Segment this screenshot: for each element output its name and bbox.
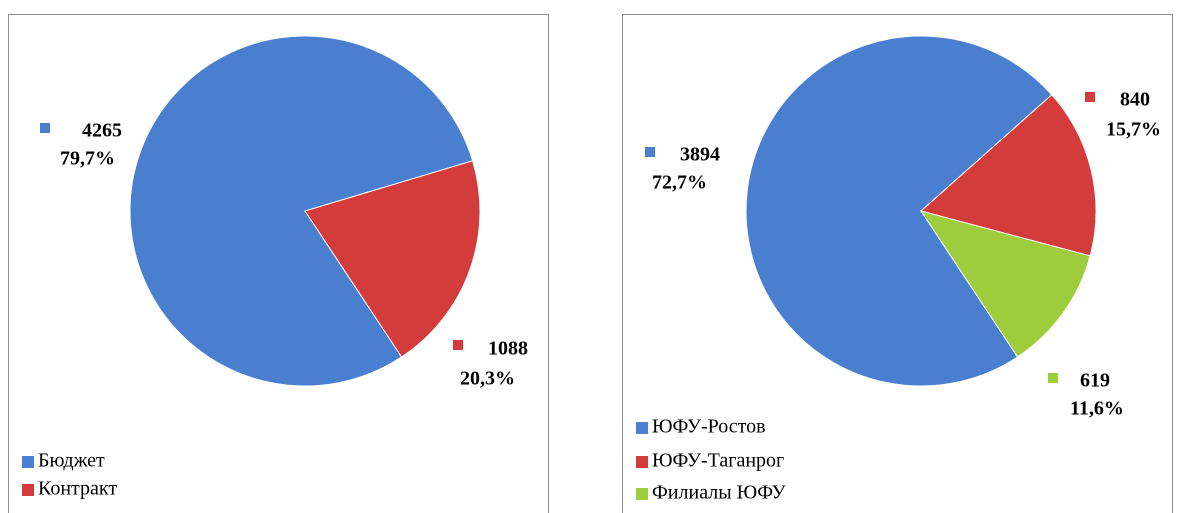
legend-marker xyxy=(636,456,648,468)
legend-label: Бюджет xyxy=(38,450,105,472)
data-label: 1088 xyxy=(488,338,528,360)
percent-label: 15,7% xyxy=(1106,119,1161,141)
data-label: 840 xyxy=(1120,89,1150,111)
label-marker xyxy=(645,147,655,157)
legend-marker xyxy=(636,488,648,500)
data-label: 3894 xyxy=(680,144,720,166)
pie-slice xyxy=(919,210,1091,358)
legend-marker xyxy=(22,484,34,496)
pie-slice xyxy=(129,35,474,387)
pie-slice xyxy=(304,160,481,358)
label-marker xyxy=(1048,373,1058,383)
percent-label: 72,7% xyxy=(652,172,707,194)
legend-label: Филиалы ЮФУ xyxy=(652,482,786,504)
percent-label: 11,6% xyxy=(1070,398,1124,420)
pie-slice xyxy=(745,35,1053,387)
legend-marker xyxy=(22,456,34,468)
label-marker xyxy=(1085,92,1095,102)
legend-marker xyxy=(636,422,648,434)
data-label: 619 xyxy=(1080,370,1110,392)
percent-label: 79,7% xyxy=(60,148,115,170)
legend-label: ЮФУ-Ростов xyxy=(652,416,766,438)
label-marker xyxy=(453,340,463,350)
percent-label: 20,3% xyxy=(460,368,515,390)
data-label: 4265 xyxy=(82,120,122,142)
label-marker xyxy=(40,123,50,133)
legend-label: Контракт xyxy=(38,478,117,500)
legend-label: ЮФУ-Таганрог xyxy=(652,450,784,472)
pie-slice xyxy=(919,94,1097,257)
